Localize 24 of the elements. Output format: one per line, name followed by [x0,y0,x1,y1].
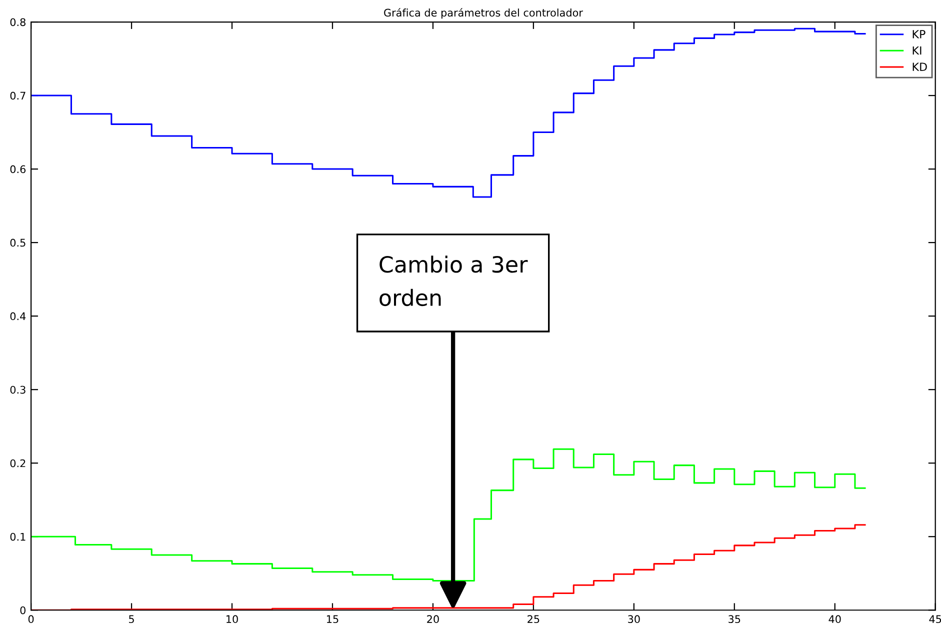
annotation: Cambio a 3er orden [380,256,528,306]
y-tick-label: 0.3 [10,386,26,394]
legend-label: KP [912,30,926,38]
y-tick-label: 0.2 [10,459,26,468]
x-tick-label: 5 [129,615,134,624]
y-tick-label: 0.7 [10,92,26,100]
x-tick-label: 10 [226,615,238,624]
y-tick-label: 0.8 [10,18,26,26]
x-tick-label: 45 [929,615,941,624]
x-tick-label: 20 [427,615,439,624]
x-tick-label: 25 [528,615,540,624]
x-tick-label: 15 [327,615,338,624]
y-tick-label: 0 [20,606,26,614]
y-tick-label: 0.6 [10,165,26,174]
legend-label: KI [912,46,922,55]
legend-label: KD [912,62,927,71]
y-tick-label: 0.4 [10,312,26,320]
x-tick-label: 0 [28,615,34,624]
y-tick-label: 0.5 [10,238,26,247]
chart-title: Gráfica de parámetros del controlador [384,8,583,19]
y-tick-label: 0.1 [10,532,26,541]
x-tick-label: 30 [628,615,640,624]
x-tick-label: 35 [728,615,740,624]
x-tick-label: 40 [828,615,841,624]
